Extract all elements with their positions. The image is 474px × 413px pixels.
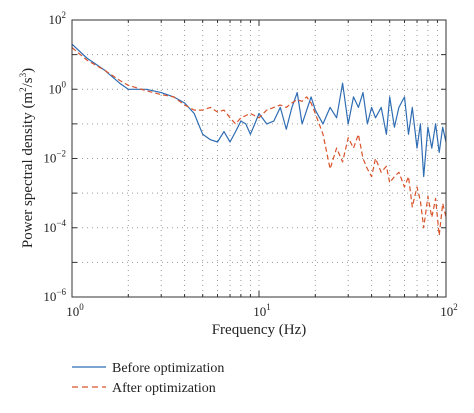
- x-tick-label: 101: [253, 302, 271, 319]
- series-line-before: [71, 43, 447, 178]
- x-tick-label: 102: [440, 302, 458, 319]
- y-tick-label: 102: [49, 10, 67, 27]
- x-axis-label: Frequency (Hz): [212, 322, 307, 338]
- legend: Before optimization After optimization: [72, 361, 224, 396]
- y-tick-label: 10−4: [43, 218, 66, 235]
- legend-label-before: Before optimization: [112, 361, 224, 376]
- y-tick-label: 10−2: [43, 149, 66, 166]
- grid-lines: [72, 20, 447, 297]
- y-tick-label: 10−6: [43, 287, 66, 304]
- series-lines: [71, 43, 447, 236]
- axis-ticks: [71, 19, 447, 298]
- legend-item-before: Before optimization: [72, 361, 224, 376]
- y-tick-label: 100: [49, 79, 67, 96]
- series-line-after: [71, 47, 447, 236]
- legend-item-after: After optimization: [72, 381, 216, 396]
- legend-label-after: After optimization: [112, 381, 216, 396]
- y-axis-label: Power spectral density (m2/s3): [18, 68, 36, 248]
- x-tick-label: 100: [66, 302, 84, 319]
- tick-labels: 100 101 102 102 100 10−2 10−4 10−6: [43, 10, 457, 319]
